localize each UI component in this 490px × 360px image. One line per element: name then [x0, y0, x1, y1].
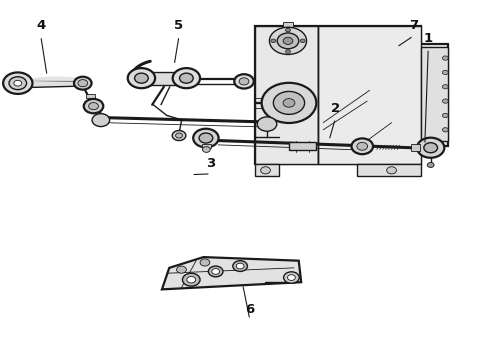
Circle shape: [442, 128, 448, 132]
Circle shape: [208, 266, 223, 277]
Circle shape: [257, 117, 277, 131]
Circle shape: [193, 129, 219, 147]
Circle shape: [14, 80, 22, 86]
Circle shape: [277, 33, 299, 49]
Circle shape: [175, 133, 182, 138]
Polygon shape: [255, 164, 279, 176]
Polygon shape: [357, 164, 421, 176]
Polygon shape: [162, 257, 301, 289]
Circle shape: [351, 138, 373, 154]
Circle shape: [270, 27, 307, 54]
Text: 3: 3: [206, 157, 216, 170]
Circle shape: [442, 99, 448, 103]
Circle shape: [233, 261, 247, 271]
Circle shape: [442, 56, 448, 60]
Circle shape: [300, 39, 305, 42]
Circle shape: [236, 263, 244, 269]
Circle shape: [182, 273, 200, 286]
Circle shape: [239, 78, 249, 85]
Circle shape: [261, 167, 270, 174]
Text: 6: 6: [245, 303, 254, 316]
Circle shape: [387, 167, 396, 174]
Circle shape: [286, 50, 291, 53]
Circle shape: [78, 80, 88, 87]
Polygon shape: [421, 47, 448, 140]
Circle shape: [179, 73, 193, 83]
Text: 5: 5: [174, 19, 184, 32]
Polygon shape: [29, 80, 83, 87]
Bar: [86, 94, 95, 98]
Circle shape: [357, 142, 368, 150]
Circle shape: [199, 133, 213, 143]
Circle shape: [135, 73, 148, 83]
Circle shape: [92, 114, 110, 127]
Polygon shape: [318, 26, 421, 164]
Circle shape: [176, 266, 186, 273]
Circle shape: [427, 162, 434, 167]
Circle shape: [271, 39, 276, 42]
Circle shape: [200, 259, 210, 266]
Circle shape: [74, 77, 92, 90]
Circle shape: [288, 275, 295, 280]
Text: 4: 4: [36, 19, 46, 32]
Polygon shape: [255, 26, 448, 164]
Circle shape: [442, 70, 448, 75]
Circle shape: [286, 28, 291, 32]
Text: 2: 2: [331, 102, 340, 115]
Circle shape: [417, 138, 444, 158]
Bar: [289, 142, 316, 150]
Circle shape: [187, 276, 196, 283]
Bar: [283, 22, 293, 27]
Circle shape: [273, 91, 305, 114]
Circle shape: [442, 85, 448, 89]
Circle shape: [234, 74, 254, 89]
Polygon shape: [142, 72, 186, 85]
Circle shape: [9, 77, 26, 90]
Text: 1: 1: [424, 32, 433, 45]
Text: 7: 7: [409, 19, 418, 32]
Circle shape: [442, 113, 448, 118]
Polygon shape: [255, 26, 318, 164]
Circle shape: [172, 131, 186, 140]
Circle shape: [283, 37, 293, 44]
Circle shape: [89, 103, 98, 110]
Circle shape: [3, 72, 32, 94]
Circle shape: [172, 68, 200, 88]
Circle shape: [202, 147, 210, 152]
Bar: [202, 144, 211, 148]
Circle shape: [128, 68, 155, 88]
Circle shape: [424, 143, 438, 153]
Circle shape: [284, 272, 299, 283]
Circle shape: [212, 269, 220, 274]
Circle shape: [283, 99, 295, 107]
Circle shape: [262, 83, 317, 123]
Polygon shape: [411, 144, 420, 151]
Circle shape: [84, 99, 103, 113]
